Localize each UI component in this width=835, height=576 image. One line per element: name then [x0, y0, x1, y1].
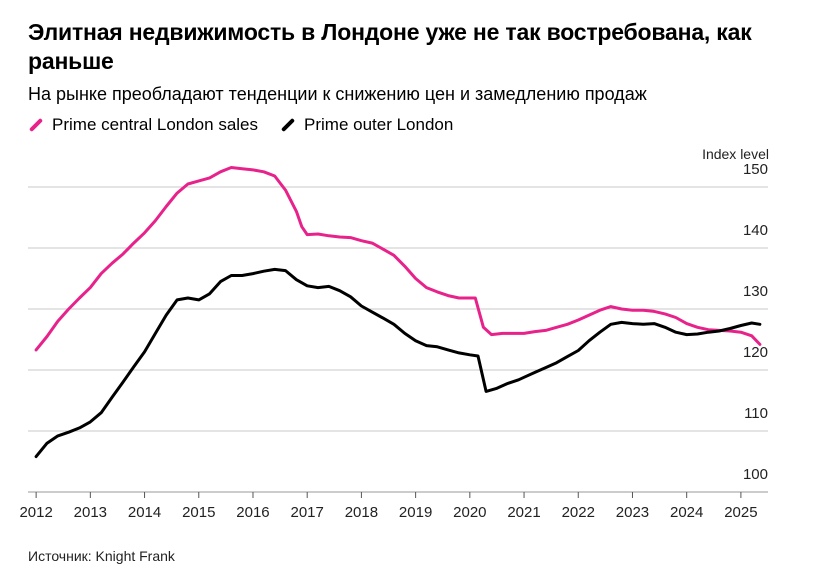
- legend-item-prime-outer: Prime outer London: [280, 115, 453, 135]
- x-tick-label-2013: 2013: [74, 504, 107, 521]
- source-note: Источник: Knight Frank: [28, 548, 175, 564]
- y-tick-label-130: 130: [743, 283, 768, 300]
- y-axis-unit-label: Index level: [702, 146, 769, 162]
- legend-item-prime-central: Prime central London sales: [28, 115, 258, 135]
- series-line-prime-outer-london: [34, 267, 762, 459]
- x-tick-label-2015: 2015: [182, 504, 215, 521]
- x-tick-label-2017: 2017: [291, 504, 324, 521]
- legend-label-prime-outer: Prime outer London: [304, 115, 454, 134]
- x-tick-label-2020: 2020: [453, 504, 486, 521]
- legend-label-prime-central: Prime central London sales: [52, 115, 259, 134]
- y-tick-label-150: 150: [743, 161, 768, 178]
- x-tick-label-2016: 2016: [236, 504, 269, 521]
- x-tick-label-2025: 2025: [724, 504, 757, 521]
- x-tick-label-2023: 2023: [616, 504, 649, 521]
- x-tick-label-2014: 2014: [128, 504, 161, 521]
- chart-legend: Prime central London sales Prime outer L…: [28, 115, 453, 135]
- x-tick-label-2018: 2018: [345, 504, 378, 521]
- y-tick-label-110: 110: [744, 405, 768, 422]
- chart-title: Элитная недвижимость в Лондоне уже не та…: [28, 19, 752, 74]
- y-tick-label-100: 100: [743, 466, 768, 483]
- series-line-prime-central-london: [34, 166, 762, 352]
- y-tick-label-120: 120: [743, 344, 768, 361]
- x-tick-label-2024: 2024: [670, 504, 703, 521]
- x-tick-label-2019: 2019: [399, 504, 432, 521]
- y-tick-label-140: 140: [743, 222, 768, 239]
- x-tick-label-2012: 2012: [19, 504, 52, 521]
- x-tick-label-2021: 2021: [507, 504, 540, 521]
- x-tick-label-2022: 2022: [562, 504, 595, 521]
- chart-subtitle: На рынке преобладают тенденции к снижени…: [28, 84, 647, 104]
